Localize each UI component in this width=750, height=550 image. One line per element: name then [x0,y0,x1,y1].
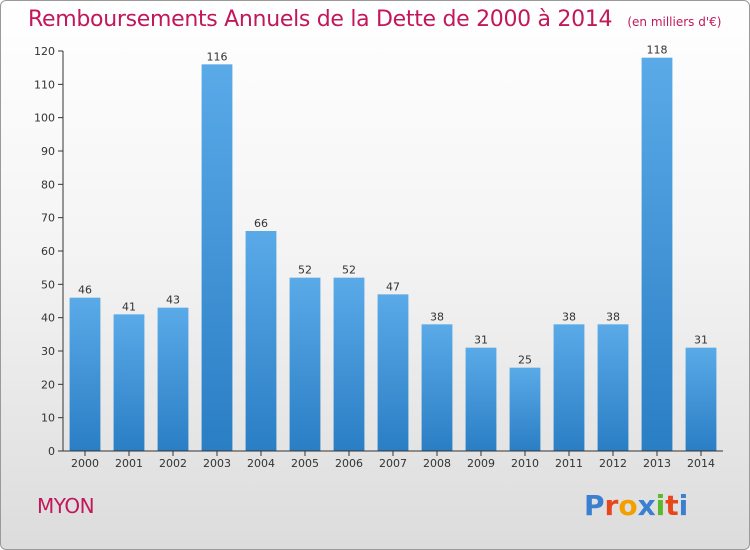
x-tick-label-2004: 2004 [247,457,275,470]
x-tick-label-2002: 2002 [159,457,187,470]
y-tick-label: 40 [41,312,55,325]
bar-2009 [465,347,497,451]
logo-letter: t [665,489,679,522]
value-label-2008: 38 [430,310,444,323]
bar-2014 [685,347,717,451]
logo-letter: i [678,489,689,522]
value-label-2010: 25 [518,354,532,367]
x-tick-label-2000: 2000 [71,457,99,470]
x-axis: 2000 2001 2002 2003 2004 2005 2006 2007 2008 2009… [63,450,723,470]
value-label-2009: 31 [474,334,488,347]
y-tick-label: 70 [41,212,55,225]
bar-2003 [201,64,233,452]
value-label-2006: 52 [342,264,356,277]
title-row: Remboursements Annuels de la Dette de 20… [28,7,721,32]
y-tick-label: 90 [41,145,55,158]
bar-2001 [113,314,145,451]
x-tick-label-2005: 2005 [291,457,319,470]
logo-letter: x [637,489,656,522]
bar-2012 [597,324,629,451]
chart-subtitle: (en milliers d'€) [627,15,722,29]
bar-2013 [641,57,673,452]
x-tick-label-2010: 2010 [511,457,539,470]
value-label-2014: 31 [694,334,708,347]
x-tick-label-2011: 2011 [555,457,583,470]
y-tick-label: 30 [41,345,55,358]
chart-title: Remboursements Annuels de la Dette de 20… [28,7,613,32]
x-tick-label-2014: 2014 [687,457,715,470]
x-tick-label-2006: 2006 [335,457,363,470]
logo-letter: o [618,489,638,522]
x-tick-label-2013: 2013 [643,457,671,470]
y-tick-label: 80 [41,178,55,191]
commune-name: MYON [37,494,95,518]
bar-2005 [289,277,321,451]
y-tick-label: 10 [41,412,55,425]
y-tick-label: 110 [34,78,55,91]
x-tick-label-2008: 2008 [423,457,451,470]
y-tick-label: 60 [41,245,55,258]
bar-2002 [157,307,189,451]
y-tick-label: 120 [34,45,55,58]
y-tick-label: 0 [48,445,55,458]
logo-letter: P [584,489,605,522]
bar-2010 [509,367,541,451]
value-label-2012: 38 [606,310,620,323]
x-tick-label-2007: 2007 [379,457,407,470]
x-tick-label-2012: 2012 [599,457,627,470]
value-label-2007: 47 [386,280,400,293]
y-tick-label: 20 [41,378,55,391]
value-label-2001: 41 [122,300,136,313]
value-label-2002: 43 [166,294,180,307]
x-tick-label-2003: 2003 [203,457,231,470]
y-tick-label: 50 [41,278,55,291]
value-label-2011: 38 [562,310,576,323]
x-tick-label-2009: 2009 [467,457,495,470]
bar-2004 [245,231,277,451]
value-label-2000: 46 [78,284,92,297]
logo-letter: r [604,489,619,522]
bars: 46 41 43 116 66 52 52 47 38 31 25 38 38 118 31 [69,44,717,452]
proxiti-logo: Proxiti [584,489,688,522]
value-label-2005: 52 [298,264,312,277]
bar-2011 [553,324,585,451]
value-label-2013: 118 [647,44,668,57]
value-label-2003: 116 [207,50,228,63]
bar-2007 [377,294,409,451]
x-tick-label-2001: 2001 [115,457,143,470]
bar-2008 [421,324,453,451]
bar-2006 [333,277,365,451]
bar-2000 [69,297,101,451]
logo-letter: i [655,489,666,522]
value-label-2004: 66 [254,217,268,230]
y-axis: 0 10 20 30 40 50 60 70 80 90 100 110 120 [34,45,64,458]
y-tick-label: 100 [34,112,55,125]
